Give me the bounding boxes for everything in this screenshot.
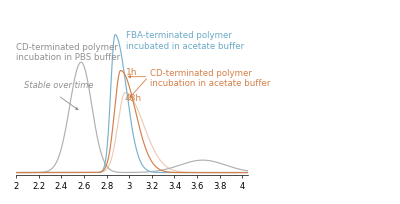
Text: Stable over time: Stable over time xyxy=(24,81,94,90)
Text: CD-terminated polymer
incubation in PBS buffer: CD-terminated polymer incubation in PBS … xyxy=(16,42,120,62)
Text: FBA-terminated polymer
incubated in acetate buffer: FBA-terminated polymer incubated in acet… xyxy=(126,31,244,51)
Text: 1h: 1h xyxy=(126,68,137,77)
Text: 48h: 48h xyxy=(124,93,141,102)
Text: CD-terminated polymer
incubation in acetate buffer: CD-terminated polymer incubation in acet… xyxy=(150,68,270,88)
